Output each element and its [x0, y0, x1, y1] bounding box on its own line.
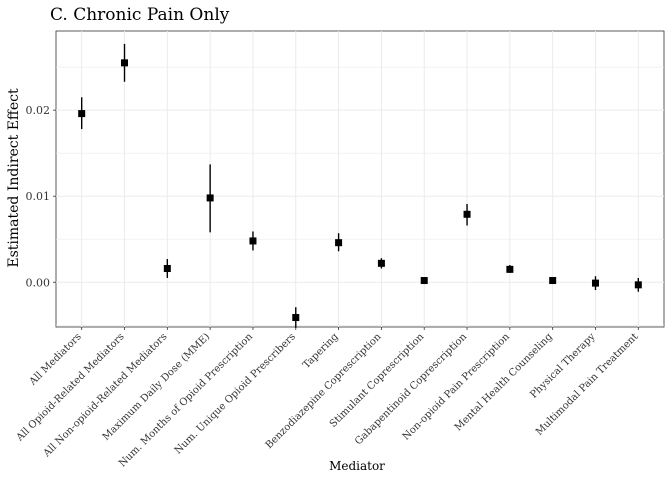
data-point	[335, 239, 343, 247]
data-point	[78, 110, 86, 118]
chart-title: C. Chronic Pain Only	[50, 5, 230, 25]
y-axis-ticks: 0.00 0.01 0.02	[26, 104, 56, 289]
data-point	[206, 194, 214, 202]
x-tick-label: Tapering	[301, 331, 341, 371]
y-tick-label: 0.00	[26, 276, 51, 289]
data-point	[292, 314, 300, 322]
data-point	[420, 277, 428, 285]
x-axis-title: Mediator	[329, 459, 385, 473]
y-axis-title: Estimated Indirect Effect	[6, 88, 22, 268]
y-tick-label: 0.01	[26, 190, 51, 203]
data-point	[634, 281, 642, 289]
data-point	[506, 265, 514, 273]
data-point	[163, 264, 171, 272]
data-point	[463, 210, 471, 218]
data-point	[549, 277, 557, 285]
data-point	[249, 237, 257, 245]
data-point	[377, 259, 385, 267]
data-points	[78, 43, 642, 328]
data-point	[121, 59, 129, 67]
data-point	[591, 279, 599, 287]
plot-panel	[55, 30, 665, 328]
y-tick-label: 0.02	[26, 104, 51, 117]
